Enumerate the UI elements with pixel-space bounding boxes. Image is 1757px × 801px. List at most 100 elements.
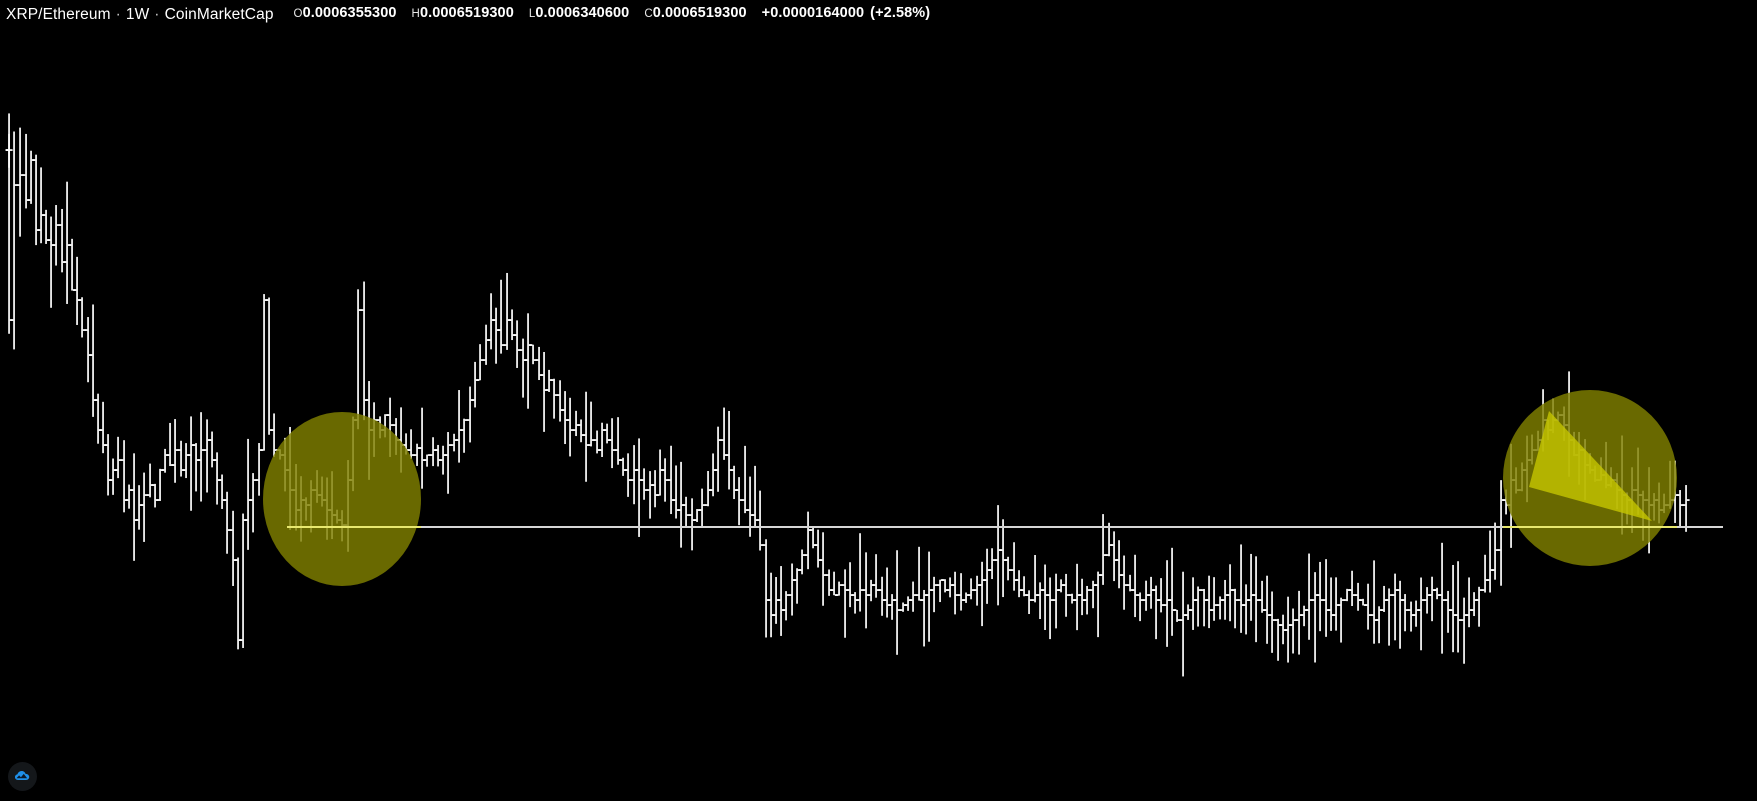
price-bar — [1378, 606, 1380, 644]
timeframe-label[interactable]: 1W — [125, 5, 150, 23]
symbol-label[interactable]: XRP/Ethereum — [6, 5, 111, 23]
price-bar — [548, 369, 550, 392]
price-bar-close-tick — [1177, 619, 1181, 621]
price-bar-open-tick — [503, 344, 507, 346]
data-source-label[interactable]: CoinMarketCap — [164, 5, 274, 23]
price-bar — [1171, 547, 1173, 636]
price-bar — [801, 549, 803, 575]
price-bar-close-tick — [1421, 599, 1425, 601]
left-highlight-circle[interactable] — [263, 412, 421, 586]
price-bar-close-tick — [1458, 619, 1462, 621]
descending-wedge[interactable] — [1529, 411, 1652, 521]
price-bar — [759, 490, 761, 551]
price-bar — [458, 390, 460, 463]
price-bar — [216, 452, 218, 505]
price-bar-open-tick — [1300, 614, 1304, 616]
price-bar — [410, 429, 412, 459]
price-bar-open-tick — [1062, 584, 1066, 586]
price-bar — [844, 569, 846, 638]
price-bar-open-tick — [239, 639, 243, 641]
price-bar — [1292, 608, 1294, 654]
price-bar — [8, 133, 10, 334]
price-bar-open-tick — [619, 459, 623, 461]
price-bar-open-tick — [1289, 624, 1293, 626]
price-bar-open-tick — [10, 319, 14, 321]
price-bar-open-tick — [1449, 609, 1453, 611]
support-line[interactable] — [421, 526, 1723, 528]
price-bar-open-tick — [782, 609, 786, 611]
price-bar-open-tick — [32, 159, 36, 161]
price-bar-open-tick — [99, 429, 103, 431]
price-bar-open-tick — [1205, 599, 1209, 601]
price-bar — [474, 361, 476, 408]
price-bar-close-tick — [14, 184, 18, 186]
price-bar — [1160, 578, 1162, 613]
price-bar-open-tick — [1004, 559, 1008, 561]
price-bar-close-tick — [839, 584, 843, 586]
price-bar-open-tick — [893, 599, 897, 601]
price-bar-close-tick — [1495, 549, 1499, 551]
ohlc-open: O 0.0006355300 — [294, 4, 397, 24]
price-bar-open-tick — [47, 239, 51, 241]
price-bar — [1426, 587, 1428, 614]
price-bar — [40, 167, 42, 244]
price-bar-open-tick — [365, 399, 369, 401]
price-bar — [1388, 588, 1390, 646]
price-bar — [1123, 555, 1125, 610]
price-bar-open-tick — [229, 529, 233, 531]
price-bar-open-tick — [561, 409, 565, 411]
price-bar-open-tick — [540, 374, 544, 376]
price-bar — [1500, 480, 1502, 586]
price-bar — [527, 313, 529, 409]
price-bar — [738, 477, 740, 526]
price-bar-open-tick — [429, 454, 433, 456]
price-bar-open-tick — [439, 459, 443, 461]
price-bar-open-tick — [444, 454, 448, 456]
price-bar-open-tick — [983, 579, 987, 581]
price-bar — [532, 344, 534, 365]
price-bar — [1081, 578, 1083, 616]
price-bar-open-tick — [1396, 589, 1400, 591]
support-line-right-segment[interactable] — [1503, 526, 1677, 528]
price-bar — [263, 294, 265, 451]
price-bar — [25, 133, 27, 209]
price-bar — [881, 576, 883, 616]
support-line-highlighted-segment[interactable] — [287, 526, 421, 528]
price-bar-open-tick — [151, 484, 155, 486]
price-bar-open-tick — [1380, 609, 1384, 611]
price-bar-close-tick — [1309, 599, 1313, 601]
price-bar-open-tick — [835, 594, 839, 596]
price-bar — [817, 529, 819, 568]
price-bar-open-tick — [1417, 609, 1421, 611]
price-bar-open-tick — [1247, 599, 1251, 601]
price-bar — [516, 320, 518, 368]
price-bar — [1383, 585, 1385, 612]
price-bar-open-tick — [423, 459, 427, 461]
price-bar — [221, 474, 223, 509]
price-bar-open-tick — [651, 484, 655, 486]
price-bar — [1441, 542, 1443, 654]
price-bar — [1415, 600, 1417, 627]
price-bar-open-tick — [915, 594, 919, 596]
price-bar-open-tick — [466, 419, 470, 421]
price-bar-open-tick — [22, 174, 26, 176]
price-bar-open-tick — [1105, 554, 1109, 556]
price-bar — [701, 488, 703, 528]
price-bar-open-tick — [1020, 589, 1024, 591]
price-bar — [696, 509, 698, 522]
price-bar — [923, 589, 925, 647]
price-bar-open-tick — [476, 379, 480, 381]
price-bar-open-tick — [1268, 614, 1272, 616]
price-bar — [1065, 573, 1067, 617]
price-bar — [1325, 559, 1327, 637]
price-bar — [1463, 597, 1465, 664]
tradingview-logo[interactable] — [8, 762, 37, 791]
price-bar-open-tick — [862, 589, 866, 591]
price-bar — [611, 418, 613, 469]
price-bar — [107, 434, 109, 496]
price-bar — [485, 324, 487, 365]
price-bar-open-tick — [1200, 589, 1204, 591]
price-bar-close-tick — [554, 394, 558, 396]
